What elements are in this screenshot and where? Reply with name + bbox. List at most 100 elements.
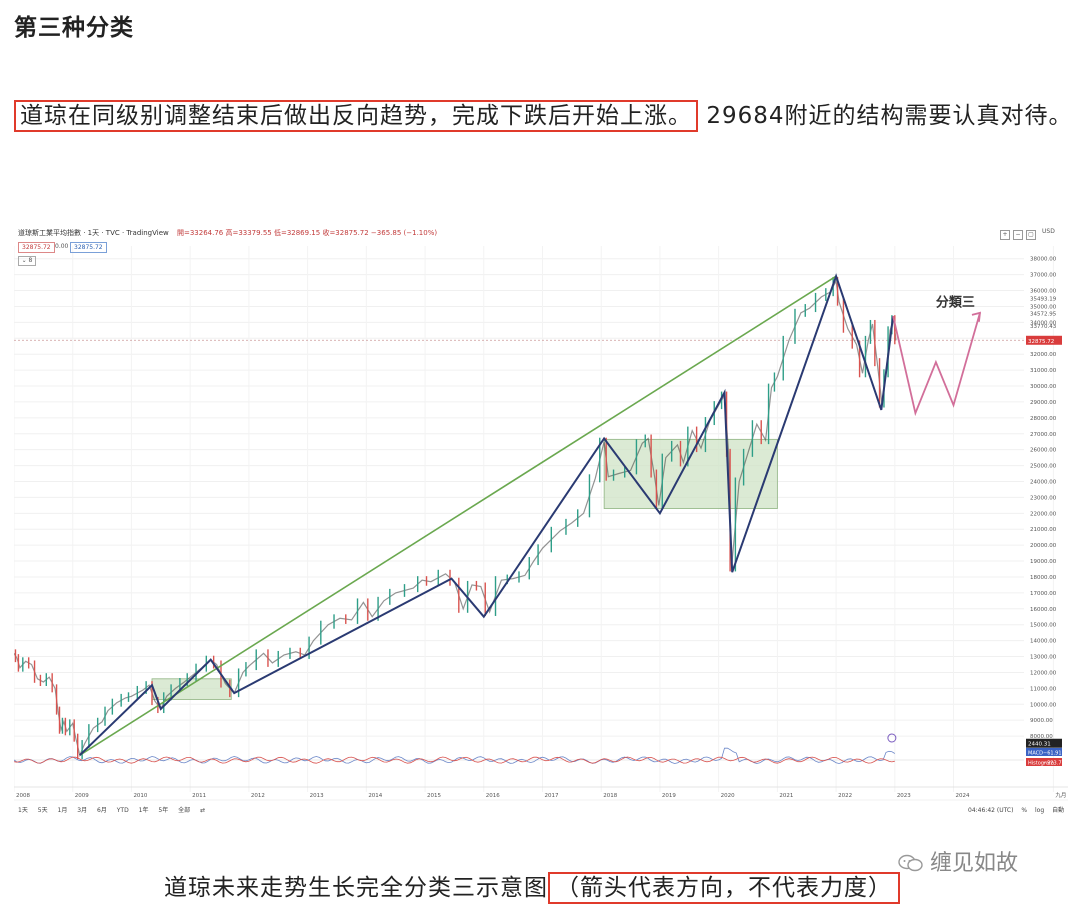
range-1m[interactable]: 1月 bbox=[57, 807, 68, 814]
y-tick-label: 14000.00 bbox=[1030, 639, 1057, 645]
indicator-toggle[interactable]: ⌄ 8 bbox=[18, 256, 36, 266]
paragraph-rest: 29684附近的结构需要认真对待。 bbox=[706, 103, 1073, 129]
y-tick-label: 37000.00 bbox=[1030, 273, 1057, 279]
caption-highlight: （箭头代表方向，不代表力度） bbox=[548, 872, 900, 904]
y-tick-label: 22000.00 bbox=[1030, 511, 1057, 517]
buy-price-box[interactable]: 32875.72 bbox=[70, 242, 107, 253]
y-tick-label: 19000.00 bbox=[1030, 559, 1057, 565]
y-tick-label: 20000.00 bbox=[1030, 543, 1057, 549]
x-tick-label: 2017 bbox=[544, 793, 558, 799]
y-tick-label: 11000.00 bbox=[1030, 686, 1057, 692]
y-tick-label: 27000.00 bbox=[1030, 432, 1057, 438]
projection-path bbox=[892, 312, 981, 417]
figure-caption: 道琼未来走势生长完全分类三示意图 （箭头代表方向，不代表力度） bbox=[164, 868, 900, 904]
y-tick-label: 10000.00 bbox=[1030, 702, 1057, 708]
x-tick-label: 2019 bbox=[662, 793, 676, 799]
y-tick-label: 23000.00 bbox=[1030, 495, 1057, 501]
log-toggle[interactable]: log bbox=[1034, 807, 1045, 814]
price-level-label: 34572.95 bbox=[1030, 311, 1057, 317]
x-tick-label: 2014 bbox=[368, 793, 382, 799]
watermark-text: 缠见如故 bbox=[930, 851, 1019, 876]
y-tick-label: 21000.00 bbox=[1030, 527, 1057, 533]
macd-tag bbox=[1026, 748, 1062, 756]
y-tick-label: 31000.00 bbox=[1030, 368, 1057, 374]
signal-line bbox=[14, 756, 895, 764]
alert-icon bbox=[887, 733, 897, 743]
x-tick-label: 2020 bbox=[721, 793, 735, 799]
y-tick-label: 32000.00 bbox=[1030, 352, 1057, 358]
range-all[interactable]: 全部 bbox=[178, 807, 191, 814]
projection-arrowhead bbox=[971, 311, 981, 322]
zoom-out-button[interactable]: − bbox=[1013, 230, 1023, 240]
y-tick-label: 24000.00 bbox=[1030, 479, 1057, 485]
y-tick-label: 36000.00 bbox=[1030, 289, 1057, 295]
x-tick-label: 2008 bbox=[16, 793, 30, 799]
percent-toggle[interactable]: % bbox=[1021, 807, 1028, 814]
y-tick-label: 9000.00 bbox=[1030, 718, 1053, 724]
caption-text: 道琼未来走势生长完全分类三示意图 bbox=[164, 875, 548, 901]
y-tick-label: 15000.00 bbox=[1030, 623, 1057, 629]
classification-label: 分類三 bbox=[936, 294, 975, 310]
structure-zigzag bbox=[79, 273, 895, 756]
range-5d[interactable]: 5天 bbox=[37, 807, 48, 814]
x-tick-label: 2024 bbox=[956, 793, 970, 799]
macd-tag-name: MACD bbox=[1028, 751, 1043, 757]
currency-label: USD bbox=[1042, 228, 1055, 235]
price-level-label: 35493.19 bbox=[1030, 297, 1057, 303]
y-tick-label: 25000.00 bbox=[1030, 464, 1057, 470]
trend-line bbox=[79, 275, 837, 756]
y-tick-label: 30000.00 bbox=[1030, 384, 1057, 390]
y-tick-label: 13000.00 bbox=[1030, 655, 1057, 661]
chart-canvas[interactable]: 分類三 8000.00 9000.00 10000.00 11000.00 12000.0… bbox=[14, 222, 1068, 820]
y-tick-label: 8000.00 bbox=[1030, 734, 1053, 740]
tradingview-chart[interactable]: 分類三 8000.00 9000.00 10000.00 11000.00 12000.0… bbox=[14, 222, 1068, 820]
x-tick-label: 2010 bbox=[133, 793, 147, 799]
highlighted-sentence: 道琼在同级别调整结束后做出反向趋势，完成下跌后开始上涨。 bbox=[14, 100, 698, 132]
y-tick-label: 26000.00 bbox=[1030, 448, 1057, 454]
account-watermark: 缠见如故 bbox=[898, 845, 1018, 877]
section-heading: 第三种分类 bbox=[14, 15, 134, 41]
x-tick-label: 2021 bbox=[779, 793, 793, 799]
range-ytd[interactable]: YTD bbox=[116, 807, 129, 814]
chart-header: 道琼斯工業平均指數 · 1天 · TVC · TradingView 開=332… bbox=[18, 228, 437, 238]
y-tick-label: 38000.00 bbox=[1030, 257, 1057, 263]
range-1d[interactable]: 1天 bbox=[18, 807, 28, 814]
date-range-icon[interactable]: ⇄ bbox=[200, 807, 206, 814]
current-price-tag bbox=[1026, 335, 1062, 345]
indicator-value: 2440.31 bbox=[1028, 742, 1051, 748]
range-6m[interactable]: 6月 bbox=[97, 807, 107, 814]
y-tick-label: 16000.00 bbox=[1030, 607, 1057, 613]
y-tick-label: 17000.00 bbox=[1030, 591, 1057, 597]
x-tick-label: 2009 bbox=[75, 793, 89, 799]
x-tick-label: 2016 bbox=[486, 793, 500, 799]
current-price-value: 32875.72 bbox=[1028, 339, 1054, 345]
range-3m[interactable]: 3月 bbox=[77, 807, 88, 814]
x-tick-label: 2022 bbox=[838, 793, 852, 799]
sell-price-box[interactable]: 32875.72 bbox=[18, 242, 55, 253]
y-tick-label: 35000.00 bbox=[1030, 304, 1057, 310]
intro-paragraph: 道琼在同级别调整结束后做出反向趋势，完成下跌后开始上涨。 29684附近的结构需… bbox=[14, 94, 1074, 138]
utc-time[interactable]: 04:46:42 (UTC) bbox=[968, 807, 1014, 814]
x-tick-label: 九月 bbox=[1055, 791, 1066, 799]
wechat-icon bbox=[898, 854, 923, 872]
x-tick-label: 2013 bbox=[310, 793, 324, 799]
range-5y[interactable]: 5年 bbox=[158, 807, 169, 814]
x-tick-label: 2012 bbox=[251, 793, 265, 799]
y-tick-label: 34000.00 bbox=[1030, 320, 1057, 326]
x-tick-label: 2015 bbox=[427, 793, 441, 799]
range-toolbar: 1天 5天 1月 3月 6月 YTD 1年 5年 全部 ⇄ bbox=[18, 805, 213, 814]
maximize-button[interactable]: ▢ bbox=[1026, 230, 1036, 240]
price-level-label: 33770.43 bbox=[1030, 324, 1057, 330]
time-toolbar: 04:46:42 (UTC) % log 自動 bbox=[962, 805, 1064, 814]
y-tick-label: 18000.00 bbox=[1030, 575, 1057, 581]
chart-symbol-title: 道琼斯工業平均指數 · 1天 · TVC · TradingView bbox=[18, 229, 169, 237]
range-1y[interactable]: 1年 bbox=[138, 807, 149, 814]
macd-value: −61.91 bbox=[1043, 751, 1062, 757]
zoom-in-button[interactable]: + bbox=[1000, 230, 1010, 240]
y-tick-label: 28000.00 bbox=[1030, 416, 1057, 422]
auto-toggle[interactable]: 自動 bbox=[1052, 807, 1065, 814]
y-tick-label: 12000.00 bbox=[1030, 670, 1057, 676]
histogram-value: −323.77 bbox=[1043, 761, 1065, 767]
x-tick-label: 2011 bbox=[192, 793, 206, 799]
ohlc-readout: 開=33264.76 高=33379.55 低=32869.15 收=32875… bbox=[176, 229, 438, 237]
